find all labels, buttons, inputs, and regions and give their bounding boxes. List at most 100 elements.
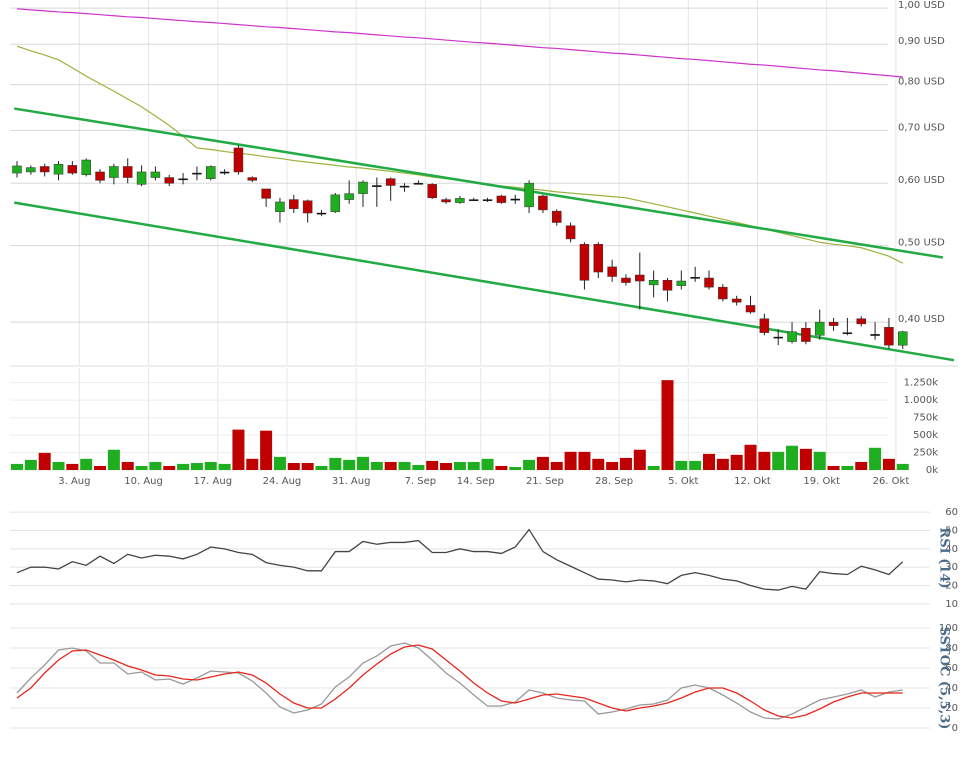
volume-bar [121, 461, 134, 470]
candle-body [745, 305, 756, 313]
volume-bar [11, 463, 23, 470]
volume-bar [343, 459, 356, 470]
candle-body [150, 171, 161, 178]
y-tick-label: 1,00 USD [898, 0, 945, 11]
volume-bar [481, 458, 494, 470]
y-tick-label: 0,40 USD [898, 314, 945, 325]
volume-bar [841, 465, 854, 470]
volume-bar [564, 451, 577, 470]
y-axis-label: RSI (14) [937, 527, 952, 588]
volume-bar [855, 461, 868, 470]
candle-body [164, 177, 174, 184]
candle-body [773, 336, 783, 339]
candle-body [67, 165, 78, 174]
candle-body [358, 181, 368, 194]
candle-body [468, 199, 479, 202]
volume-bar [786, 445, 799, 470]
volume-bar [94, 465, 107, 470]
x-tick-label: 5. Okt [668, 476, 698, 487]
volume-bar [440, 463, 453, 470]
y-tick-label: 20 [945, 581, 958, 592]
candle-body [731, 298, 742, 303]
candle-body [690, 277, 700, 279]
candle-body [330, 194, 341, 213]
y-tick-label: 10 [945, 599, 958, 610]
candle-body [247, 177, 258, 181]
indicator-line [16, 644, 903, 719]
candle-body [898, 331, 908, 346]
volume-bar [453, 461, 466, 470]
volume-bar [716, 458, 729, 470]
candle-body [676, 280, 687, 286]
candle-body [884, 327, 894, 346]
volume-bar [772, 451, 785, 470]
candle-body [635, 274, 645, 282]
volume-bar [799, 448, 812, 470]
candle-body [648, 280, 659, 286]
candle-body [814, 321, 825, 336]
volume-bar [232, 429, 245, 470]
candle-body [136, 171, 147, 185]
x-tick-label: 31. Aug [332, 476, 371, 487]
y-tick-label: 1.000k [904, 395, 939, 406]
x-tick-label: 26. Okt [873, 476, 910, 487]
candle-body [344, 193, 354, 200]
y-tick-label: 50 [945, 526, 958, 537]
candle-body [289, 199, 299, 209]
y-axis-label: SSTOC (5,5,3) [937, 627, 952, 730]
volume-bar [606, 461, 619, 470]
candle-body [801, 327, 811, 342]
volume-bar [260, 430, 273, 470]
volume-bar [273, 456, 286, 470]
volume-bar [730, 454, 743, 470]
volume-bar [703, 453, 715, 470]
volume-bar [550, 461, 563, 470]
volume-bar [689, 460, 702, 470]
candle-body [828, 321, 839, 326]
candle-body [275, 201, 285, 213]
trend-line [14, 201, 955, 362]
volume-bar [177, 463, 190, 470]
y-tick-label: 100 [939, 623, 958, 634]
x-tick-label: 7. Sep [405, 476, 437, 487]
volume-bar [509, 466, 522, 470]
moving-average [16, 8, 903, 78]
x-tick-label: 10. Aug [124, 476, 163, 487]
y-tick-label: 250k [913, 448, 938, 459]
y-tick-label: 0k [926, 465, 938, 476]
volume-bar [536, 456, 549, 470]
candle-body [39, 166, 50, 173]
candle-body [233, 147, 244, 173]
y-tick-label: 0,90 USD [898, 36, 945, 47]
trend-line [14, 107, 944, 259]
candle-body [607, 266, 617, 277]
candle-body [621, 277, 631, 283]
candle-body [192, 172, 202, 175]
candle-body [759, 318, 770, 333]
volume-bar [301, 463, 314, 470]
volume-bar [523, 459, 536, 470]
volume-bar [204, 461, 217, 470]
candle-body [81, 159, 91, 175]
y-tick-label: 1.250k [904, 378, 939, 389]
candle-body [579, 244, 590, 281]
volume-bar [412, 464, 425, 470]
volume-bar [813, 451, 826, 470]
volume-bar [163, 465, 176, 470]
y-tick-label: 40 [945, 683, 958, 694]
volume-bar [758, 451, 771, 470]
volume-bar [633, 449, 646, 470]
y-tick-label: 0,80 USD [898, 77, 945, 88]
volume-bar [661, 380, 674, 470]
candle-body [718, 286, 728, 300]
candle-body [178, 178, 188, 181]
volume-bar [647, 465, 660, 470]
candle-body [261, 188, 271, 199]
candle-body [455, 198, 465, 203]
y-tick-label: 40 [945, 544, 958, 555]
candle-body [565, 225, 576, 240]
volume-bar [246, 458, 259, 470]
x-tick-label: 24. Aug [263, 476, 302, 487]
volume-bar [149, 461, 162, 470]
